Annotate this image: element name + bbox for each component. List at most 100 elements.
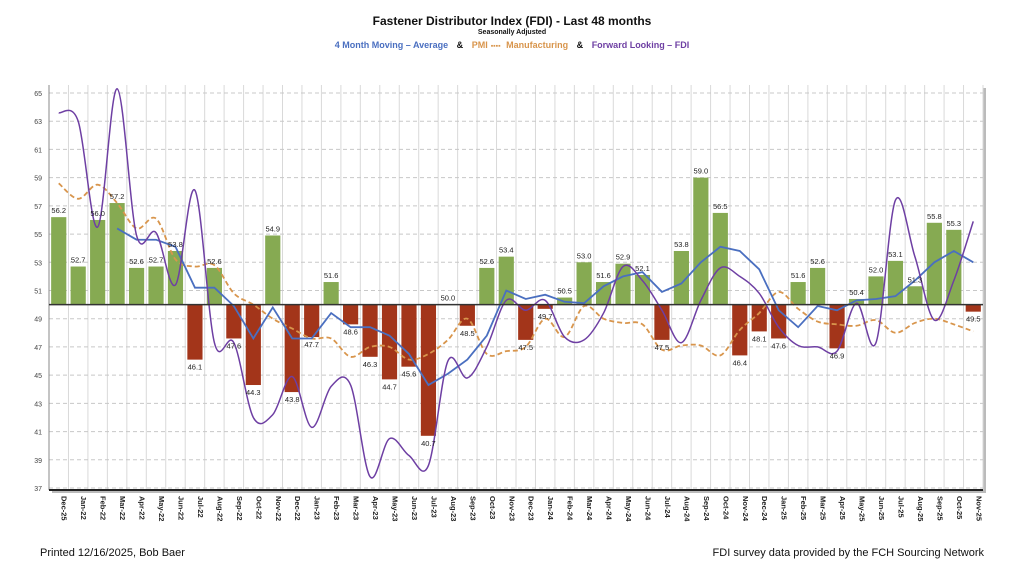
bar	[693, 177, 709, 305]
x-tick-label: Jul-22	[196, 496, 205, 518]
y-tick-label: 45	[34, 373, 42, 380]
x-tick-label: Apr-22	[138, 496, 147, 520]
bar-data-label: 47.6	[227, 341, 242, 350]
bar	[245, 304, 261, 386]
x-tick-label: Sep-23	[468, 496, 477, 521]
x-tick-label: Nov-25	[974, 496, 983, 521]
bar-data-label: 52.6	[480, 257, 495, 266]
y-tick-label: 39	[34, 458, 42, 465]
bar	[167, 251, 184, 305]
x-tick-label: Apr-24	[605, 496, 614, 521]
moving-average-line	[116, 227, 974, 387]
bar	[595, 282, 612, 305]
footer-source: FDI survey data provided by the FCH Sour…	[712, 547, 984, 559]
bar-data-label: 46.1	[188, 363, 203, 372]
bar-data-label: 51.6	[791, 271, 806, 280]
x-tick-label: Mar-24	[585, 496, 594, 521]
bar	[498, 256, 514, 305]
bar	[848, 298, 865, 305]
legend-pmi: PMI	[471, 40, 488, 50]
bar-data-label: 55.8	[927, 212, 942, 221]
bar-data-label: 52.6	[207, 257, 222, 266]
x-tick-label: Jun-22	[176, 496, 185, 520]
bar-data-label: 44.3	[246, 388, 261, 397]
legend-manufacturing: Manufacturing	[506, 40, 569, 50]
bar-data-label: 51.3	[908, 275, 923, 284]
bar	[790, 282, 806, 305]
bar	[887, 260, 904, 305]
x-tick-label: Aug-24	[682, 496, 691, 522]
footer-printed: Printed 12/16/2025, Bob Baer	[40, 547, 185, 559]
x-tick-label: May-22	[157, 496, 166, 521]
bar-data-label: 53.8	[168, 240, 183, 249]
bar	[926, 222, 942, 305]
bar	[265, 235, 281, 305]
bar	[51, 217, 67, 305]
y-tick-label: 37	[34, 486, 42, 493]
bar	[751, 304, 767, 332]
bar	[70, 266, 86, 305]
bar	[420, 304, 437, 436]
bar-data-label: 43.8	[285, 395, 300, 404]
bar-data-label: 52.7	[71, 256, 86, 265]
bar-data-label: 50.0	[441, 294, 456, 303]
y-tick-label: 43	[34, 401, 42, 408]
bar	[810, 267, 826, 305]
bar-data-label: 56.5	[713, 202, 728, 211]
x-tick-label: May-23	[391, 496, 400, 521]
y-tick-label: 57	[34, 204, 42, 211]
x-tick-label: Nov-22	[274, 496, 283, 521]
x-tick-label: Sep-24	[702, 496, 711, 521]
x-tick-label: Jan-23	[313, 496, 322, 520]
y-tick-label: 47	[34, 345, 42, 352]
bar-data-label: 53.0	[577, 251, 592, 260]
forward-looking-line	[58, 88, 974, 479]
bar	[206, 267, 222, 305]
x-tick-label: Mar-23	[352, 496, 361, 520]
bar-data-label: 47.7	[304, 340, 319, 349]
bar-data-label: 45.6	[402, 370, 417, 379]
chart-title: Fastener Distributor Index (FDI) - Last …	[372, 14, 652, 28]
x-tick-label: Jul-24	[663, 496, 672, 519]
bar-data-label: 47.5	[655, 343, 670, 352]
x-tick-label: Mar-25	[819, 496, 828, 520]
x-tick-label: Aug-23	[449, 496, 458, 521]
bar	[576, 262, 592, 305]
legend-pmi-marker: ▪▪▪▪	[490, 43, 501, 50]
x-tick-label: Feb-24	[566, 496, 575, 521]
bar-data-label: 52.1	[635, 264, 650, 273]
bar-data-label: 53.8	[674, 240, 689, 249]
x-tick-label: Jun-24	[643, 496, 652, 521]
bar-data-label: 52.7	[149, 256, 164, 265]
x-tick-label: May-25	[858, 496, 867, 521]
x-tick-label: Nov-23	[507, 496, 516, 521]
bar	[362, 304, 378, 357]
bar-data-label: 46.3	[363, 360, 378, 369]
bar-data-label: 52.0	[869, 265, 884, 274]
y-tick-label: 59	[34, 176, 42, 183]
bar-data-label: 50.5	[557, 287, 572, 296]
x-tick-label: Oct-25	[955, 496, 964, 519]
legend: 4 Month Moving – Average & PMI ▪▪▪▪ Manuf…	[0, 40, 1024, 50]
bar-data-label: 40.7	[421, 439, 436, 448]
bar	[128, 267, 145, 305]
x-tick-label: Feb-23	[332, 496, 341, 520]
legend-separator: &	[576, 40, 584, 50]
bar	[518, 304, 534, 340]
bar	[148, 266, 164, 305]
bar-data-label: 51.6	[596, 271, 611, 280]
bar	[634, 274, 651, 305]
bar	[226, 304, 242, 339]
bar	[459, 304, 475, 326]
y-tick-label: 51	[34, 289, 42, 296]
y-tick-label: 55	[34, 232, 42, 239]
x-tick-label: Sep-22	[235, 496, 244, 521]
bar	[343, 304, 359, 325]
bar-data-label: 51.6	[324, 271, 339, 280]
bar-data-label: 56.0	[90, 209, 105, 218]
bar	[868, 276, 884, 305]
bar-data-label: 47.6	[771, 341, 786, 350]
x-tick-label: Jun-23	[410, 496, 419, 520]
bar	[615, 263, 631, 305]
